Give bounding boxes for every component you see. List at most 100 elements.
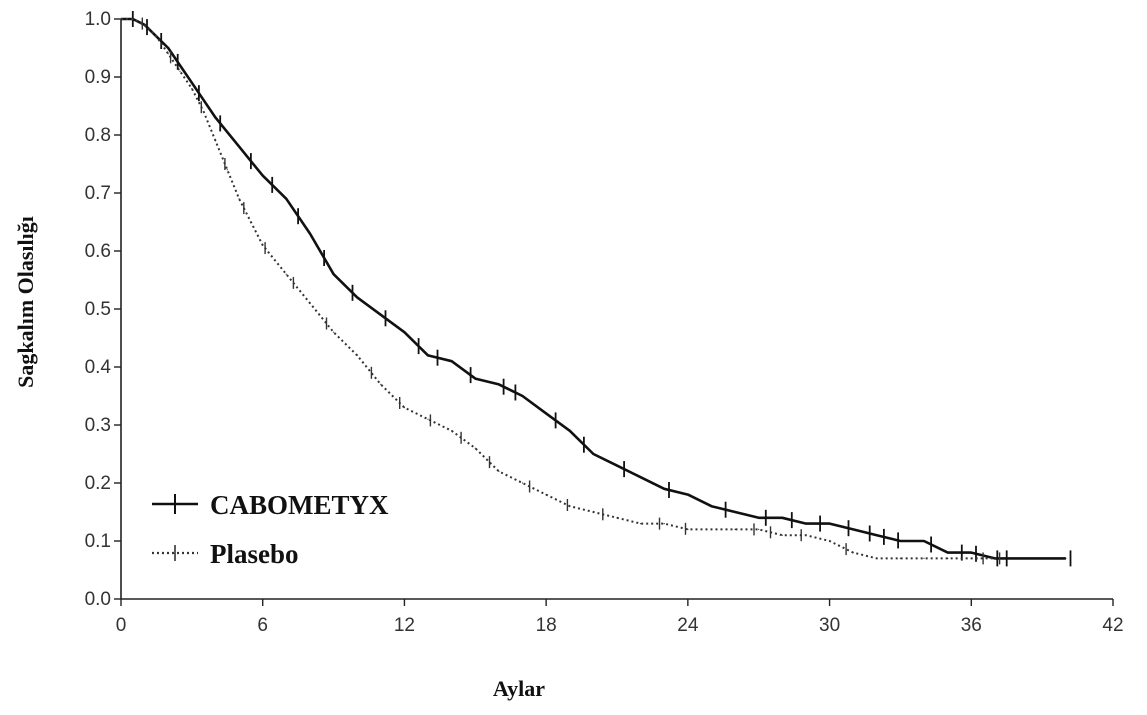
data-point-cabometyx	[758, 517, 760, 519]
data-point-cabometyx	[687, 494, 689, 496]
data-point-plasebo	[380, 383, 382, 385]
data-point-plasebo	[640, 523, 642, 525]
data-point-plasebo	[498, 470, 500, 472]
data-point-cabometyx	[545, 412, 547, 414]
data-point-plasebo	[250, 221, 252, 223]
data-point-cabometyx	[285, 198, 287, 200]
data-point-cabometyx	[734, 511, 736, 513]
data-point-cabometyx	[214, 117, 217, 119]
data-point-plasebo	[829, 540, 831, 542]
data-point-plasebo	[474, 447, 476, 449]
axes: 0.0 0.1 0.2 0.3 0.4 0.5 0.6 0.7 0.8 0.9 1.0 0 6 12 18…	[85, 9, 1124, 636]
data-point-cabometyx	[333, 273, 335, 275]
data-point-cabometyx	[309, 233, 311, 235]
legend-item-plasebo: Plasebo	[152, 539, 299, 569]
data-point-plasebo	[663, 523, 665, 525]
data-point-plasebo	[120, 18, 122, 20]
data-point-plasebo	[155, 35, 157, 38]
data-point-plasebo	[947, 557, 949, 560]
data-point-cabometyx	[710, 505, 713, 507]
x-tick-label: 6	[257, 615, 268, 636]
y-tick-label: 0.5	[85, 299, 111, 320]
y-tick-label: 0.6	[85, 241, 111, 262]
data-point-plasebo	[758, 528, 760, 531]
data-point-plasebo	[191, 88, 193, 90]
data-point-cabometyx	[167, 47, 169, 49]
legend-item-cabometyx: CABOMETYX	[152, 490, 389, 520]
data-point-cabometyx	[781, 517, 783, 519]
x-ticks: 0 6 12 18 24 30 36 42	[116, 599, 1124, 636]
data-point-cabometyx	[829, 523, 831, 525]
data-point-cabometyx	[970, 552, 972, 554]
data-point-cabometyx	[498, 383, 500, 385]
data-point-plasebo	[899, 557, 902, 560]
data-point-plasebo	[923, 557, 925, 560]
data-point-plasebo	[970, 557, 972, 560]
data-point-cabometyx	[1065, 557, 1067, 560]
data-point-cabometyx	[238, 146, 240, 148]
data-point-plasebo	[427, 418, 429, 420]
data-point-cabometyx	[179, 64, 181, 66]
y-tick-label: 0.0	[85, 589, 111, 610]
x-tick-label: 30	[819, 615, 840, 636]
data-point-plasebo	[616, 517, 618, 519]
y-tick-label: 0.7	[85, 183, 111, 204]
data-point-plasebo	[451, 430, 453, 432]
y-tick-label: 1.0	[85, 9, 111, 30]
data-point-cabometyx	[451, 360, 453, 362]
data-point-plasebo	[994, 557, 996, 560]
data-point-plasebo	[167, 53, 169, 55]
data-point-cabometyx	[191, 82, 193, 84]
data-point-plasebo	[132, 18, 134, 20]
data-point-plasebo	[592, 511, 595, 513]
y-tick-label: 0.1	[85, 531, 111, 552]
data-point-plasebo	[309, 302, 311, 304]
data-point-cabometyx	[899, 540, 902, 542]
data-point-plasebo	[569, 505, 571, 507]
data-point-cabometyx	[521, 395, 524, 397]
data-point-plasebo	[876, 557, 878, 560]
data-point-plasebo	[203, 111, 205, 113]
y-tick-label: 0.3	[85, 415, 111, 436]
data-point-plasebo	[238, 198, 240, 200]
data-point-cabometyx	[356, 296, 358, 298]
data-point-cabometyx	[569, 430, 571, 432]
series-line-plasebo	[121, 18, 995, 560]
legend-label-plasebo: Plasebo	[210, 539, 299, 569]
data-point-cabometyx	[1041, 557, 1043, 560]
data-point-cabometyx	[427, 354, 429, 356]
data-point-cabometyx	[380, 314, 382, 316]
data-point-plasebo	[356, 354, 358, 356]
legend-label-cabometyx: CABOMETYX	[210, 490, 389, 520]
y-axis-title: Sagkalım Olasılığı	[13, 216, 38, 388]
data-point-cabometyx	[876, 534, 878, 536]
data-point-plasebo	[333, 331, 335, 333]
data-point-plasebo	[852, 552, 854, 554]
data-point-cabometyx	[640, 476, 642, 478]
y-tick-label: 0.9	[85, 67, 111, 88]
x-axis-title: Aylar	[493, 676, 545, 701]
y-tick-label: 0.8	[85, 125, 111, 146]
data-point-cabometyx	[403, 331, 405, 333]
legend: CABOMETYX Plasebo	[152, 490, 389, 569]
data-point-plasebo	[144, 24, 146, 26]
series-cabometyx	[120, 11, 1072, 567]
data-point-cabometyx	[663, 488, 665, 490]
x-tick-label: 24	[677, 615, 699, 636]
data-point-plasebo	[521, 482, 524, 484]
y-tick-label: 0.2	[85, 473, 111, 494]
series-plasebo	[120, 17, 1001, 565]
data-point-cabometyx	[592, 453, 595, 455]
y-ticks: 0.0 0.1 0.2 0.3 0.4 0.5 0.6 0.7 0.8 0.9 1.0	[85, 9, 121, 610]
series-layer	[120, 11, 1072, 567]
data-point-cabometyx	[474, 378, 476, 380]
data-point-cabometyx	[616, 465, 618, 467]
data-point-cabometyx	[203, 99, 205, 101]
x-tick-label: 36	[961, 615, 982, 636]
data-point-cabometyx	[1017, 557, 1020, 560]
data-point-cabometyx	[923, 540, 925, 542]
x-tick-label: 42	[1102, 615, 1123, 636]
series-line-cabometyx	[121, 17, 1066, 560]
data-point-plasebo	[805, 534, 807, 536]
data-point-cabometyx	[947, 552, 949, 554]
